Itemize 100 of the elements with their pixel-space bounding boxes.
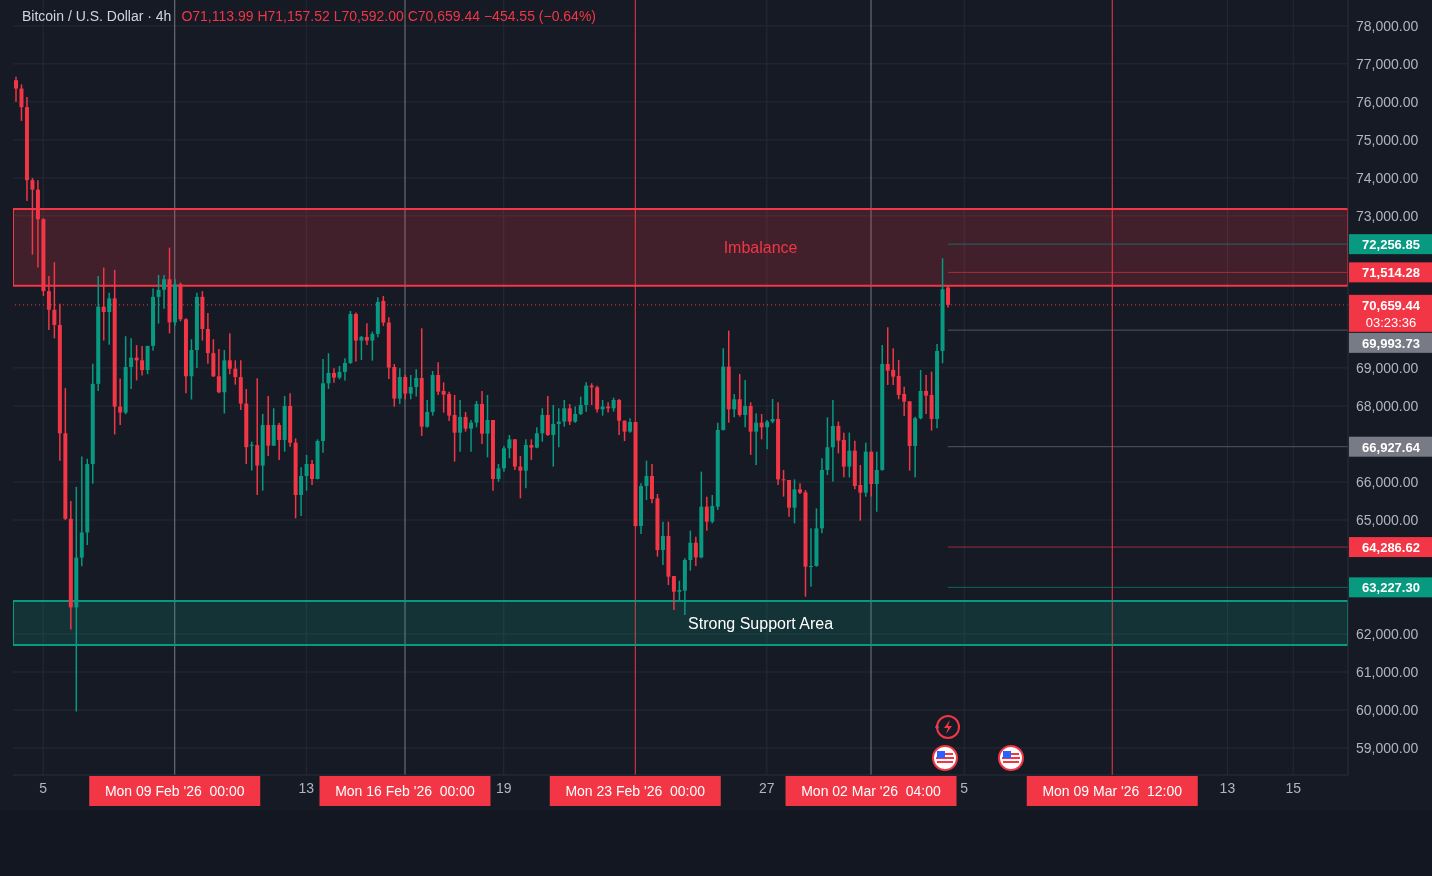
candlestick [781, 469, 786, 498]
y-tick-label: 66,000.00 [1356, 473, 1419, 490]
candlestick [14, 76, 18, 103]
ref-line-label: Mon 09 Feb '26 00:00 [104, 783, 245, 799]
candlestick [266, 395, 271, 457]
candlestick [304, 454, 309, 492]
candlestick [216, 348, 221, 394]
candlestick [732, 393, 737, 419]
candlestick [529, 438, 534, 461]
y-tick-label: 60,000.00 [1356, 701, 1419, 718]
candlestick [469, 419, 474, 453]
candlestick [693, 535, 698, 567]
candlestick [255, 377, 260, 496]
candlestick [436, 361, 441, 396]
x-tick-label: 5 [960, 779, 969, 796]
text: 03:23:36 [1365, 314, 1417, 330]
y-tick-label: 77,000.00 [1356, 55, 1419, 72]
y-tick-label: 73,000.00 [1356, 207, 1419, 224]
candlestick [737, 373, 742, 418]
candlestick [425, 399, 430, 429]
candlestick [578, 395, 583, 416]
candlestick [452, 394, 457, 463]
candlestick [227, 332, 232, 375]
candlestick [518, 455, 523, 500]
y-tick-label: 74,000.00 [1356, 169, 1419, 186]
candlestick [233, 359, 238, 386]
candlestick [370, 330, 375, 362]
candlestick [567, 403, 572, 426]
candlestick [129, 337, 134, 390]
candlestick [408, 374, 413, 401]
x-tick-label: 27 [759, 779, 775, 796]
candlestick [19, 83, 24, 122]
candlestick [310, 459, 315, 486]
candlestick [30, 177, 35, 256]
x-tick-label: 13 [298, 779, 315, 796]
ref-line-label: Mon 02 Mar '26 04:00 [801, 783, 942, 799]
candlestick [364, 322, 369, 346]
candlestick [562, 399, 567, 428]
candlestick [474, 400, 479, 429]
candlestick [924, 374, 929, 415]
y-tick-label: 61,000.00 [1356, 663, 1419, 680]
candlestick [458, 399, 463, 453]
candlestick [397, 367, 402, 405]
candlestick [277, 421, 282, 461]
candlestick [595, 384, 600, 414]
y-tick-label: 62,000.00 [1356, 625, 1419, 642]
candlestick [644, 459, 649, 501]
candlestick [299, 466, 304, 517]
y-tick-label: 68,000.00 [1356, 397, 1419, 414]
candlestick [403, 374, 408, 401]
candlestick [271, 407, 276, 447]
candlestick [825, 416, 830, 476]
text: Bitcoin / U.S. Dollar · 4h [22, 8, 172, 24]
candlestick [754, 412, 759, 466]
ref-line-label: 64,286.62 [1362, 540, 1420, 556]
candlestick [688, 529, 693, 572]
candlestick [836, 420, 841, 455]
candlestick [107, 291, 112, 346]
text: O71,113.99 H71,157.52 L70,592.00 C70,659.44 −454.55 (−0.64%) [181, 8, 597, 24]
ref-line-label: Mon 16 Feb '26 00:00 [335, 783, 476, 799]
candlestick [342, 357, 347, 382]
candlestick [792, 478, 797, 525]
candlestick [331, 367, 336, 384]
candlestick [359, 335, 364, 361]
candlestick [463, 411, 468, 433]
candlestick [874, 450, 879, 513]
candlestick [326, 352, 331, 390]
y-tick-label: 65,000.00 [1356, 511, 1419, 528]
candlestick [704, 495, 709, 532]
x-tick-label: 13 [1219, 779, 1236, 796]
ref-line-label: 71,514.28 [1362, 265, 1420, 281]
candlestick [808, 527, 813, 588]
band-label: Imbalance [723, 239, 798, 257]
candlestick [485, 394, 490, 459]
candlestick [540, 407, 545, 443]
candlestick [584, 381, 589, 413]
candlestick [381, 295, 386, 327]
ref-line-label: Mon 23 Feb '26 00:00 [565, 783, 706, 799]
x-tick-label: 19 [495, 779, 512, 796]
candlestick [660, 520, 665, 566]
candlestick [677, 579, 682, 603]
candlestick [501, 445, 506, 473]
ref-line-label: 63,227.30 [1362, 580, 1420, 596]
candlestick [551, 404, 556, 468]
ref-line-label: 66,927.64 [1362, 439, 1421, 455]
candlestick [211, 338, 216, 378]
x-tick-label: 5 [39, 779, 48, 796]
band-label: Strong Support Area [688, 614, 834, 632]
candlestick [162, 274, 167, 310]
candlestick [140, 345, 145, 377]
candlestick [414, 368, 419, 398]
x-tick-label: 15 [1285, 779, 1302, 796]
candlestick [617, 398, 622, 436]
candlestick [743, 379, 748, 429]
candlestick [156, 274, 161, 325]
y-tick-label: 69,000.00 [1356, 359, 1419, 376]
candlestick [118, 377, 123, 426]
ref-line-label: 72,256.85 [1362, 237, 1420, 253]
y-tick-label: 78,000.00 [1356, 17, 1419, 34]
candlestick [847, 431, 852, 479]
